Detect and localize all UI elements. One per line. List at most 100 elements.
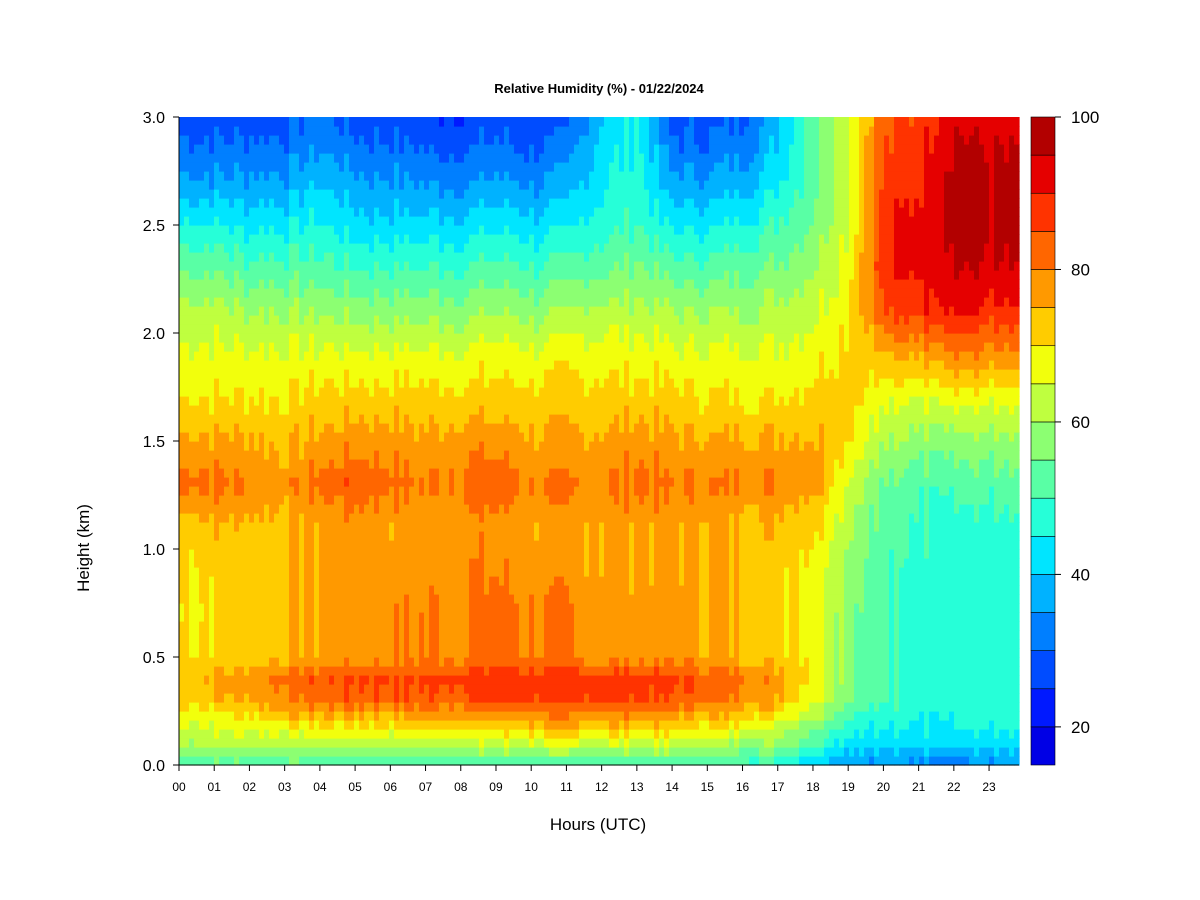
heatmap-cell (309, 171, 315, 181)
heatmap-cell (309, 603, 315, 613)
heatmap-cell (354, 747, 360, 757)
heatmap-cell (334, 162, 340, 172)
heatmap-cell (469, 549, 475, 559)
heatmap-cell (419, 369, 425, 379)
heatmap-cell (349, 432, 355, 442)
heatmap-cell (219, 747, 225, 757)
heatmap-cell (289, 207, 295, 217)
heatmap-cell (304, 594, 310, 604)
heatmap-cell (269, 297, 275, 307)
heatmap-cell (274, 297, 280, 307)
heatmap-cell (459, 117, 465, 127)
heatmap-cell (499, 495, 505, 505)
heatmap-cell (419, 540, 425, 550)
heatmap-cell (489, 270, 495, 280)
heatmap-cell (419, 162, 425, 172)
heatmap-cell (319, 702, 325, 712)
heatmap-cell (429, 531, 435, 541)
heatmap-cell (394, 306, 400, 316)
heatmap-cell (264, 387, 270, 397)
heatmap-cell (274, 486, 280, 496)
heatmap-cell (374, 387, 380, 397)
heatmap-cell (444, 675, 450, 685)
heatmap-cell (449, 297, 455, 307)
heatmap-cell (289, 531, 295, 541)
heatmap-cell (199, 180, 205, 190)
heatmap-cell (474, 144, 480, 154)
heatmap-cell (209, 369, 215, 379)
heatmap-cell (394, 549, 400, 559)
heatmap-cell (274, 711, 280, 721)
heatmap-cell (179, 441, 185, 451)
heatmap-cell (249, 378, 255, 388)
heatmap-cell (254, 396, 260, 406)
heatmap-cell (449, 351, 455, 361)
heatmap-cell (389, 342, 395, 352)
heatmap-cell (209, 297, 215, 307)
heatmap-cell (324, 675, 330, 685)
heatmap-cell (394, 333, 400, 343)
heatmap-cell (329, 225, 335, 235)
heatmap-cell (389, 657, 395, 667)
heatmap-cell (504, 657, 510, 667)
heatmap-cell (374, 234, 380, 244)
heatmap-cell (304, 315, 310, 325)
heatmap-cell (229, 720, 235, 730)
heatmap-cell (359, 261, 365, 271)
heatmap-cell (284, 585, 290, 595)
heatmap-cell (239, 495, 245, 505)
heatmap-cell (184, 225, 190, 235)
heatmap-cell (509, 441, 515, 451)
heatmap-cell (424, 297, 430, 307)
heatmap-cell (224, 360, 230, 370)
heatmap-cell (329, 450, 335, 460)
heatmap-cell (194, 648, 200, 658)
heatmap-cell (304, 567, 310, 577)
heatmap-cell (474, 450, 480, 460)
heatmap-cell (489, 486, 495, 496)
heatmap-cell (254, 216, 260, 226)
heatmap-cell (304, 639, 310, 649)
heatmap-cell (519, 441, 525, 451)
heatmap-cell (374, 702, 380, 712)
heatmap-cell (254, 126, 260, 136)
heatmap-cell (489, 612, 495, 622)
heatmap-cell (264, 135, 270, 145)
heatmap-cell (434, 144, 440, 154)
heatmap-cell (299, 693, 305, 703)
heatmap-cell (364, 207, 370, 217)
heatmap-cell (359, 216, 365, 226)
heatmap-cell (454, 693, 460, 703)
heatmap-cell (414, 576, 420, 586)
heatmap-cell (254, 693, 260, 703)
heatmap-cell (499, 297, 505, 307)
heatmap-cell (324, 360, 330, 370)
heatmap-cell (379, 315, 385, 325)
heatmap-cell (294, 675, 300, 685)
heatmap-cell (239, 567, 245, 577)
heatmap-cell (324, 351, 330, 361)
heatmap-cell (219, 432, 225, 442)
heatmap-cell (469, 585, 475, 595)
heatmap-cell (249, 702, 255, 712)
heatmap-cell (364, 585, 370, 595)
heatmap-cell (494, 657, 500, 667)
heatmap-cell (374, 378, 380, 388)
heatmap-cell (344, 504, 350, 514)
heatmap-cell (499, 378, 505, 388)
heatmap-cell (444, 396, 450, 406)
heatmap-cell (519, 756, 525, 766)
heatmap-cell (399, 747, 405, 757)
heatmap-cell (434, 126, 440, 136)
heatmap-cell (474, 720, 480, 730)
heatmap-cell (409, 153, 415, 163)
heatmap-cell (394, 198, 400, 208)
heatmap-cell (289, 216, 295, 226)
heatmap-cell (504, 306, 510, 316)
heatmap-cell (514, 342, 520, 352)
heatmap-cell (269, 459, 275, 469)
heatmap-cell (329, 189, 335, 199)
heatmap-cell (324, 450, 330, 460)
heatmap-cell (189, 387, 195, 397)
heatmap-cell (349, 153, 355, 163)
